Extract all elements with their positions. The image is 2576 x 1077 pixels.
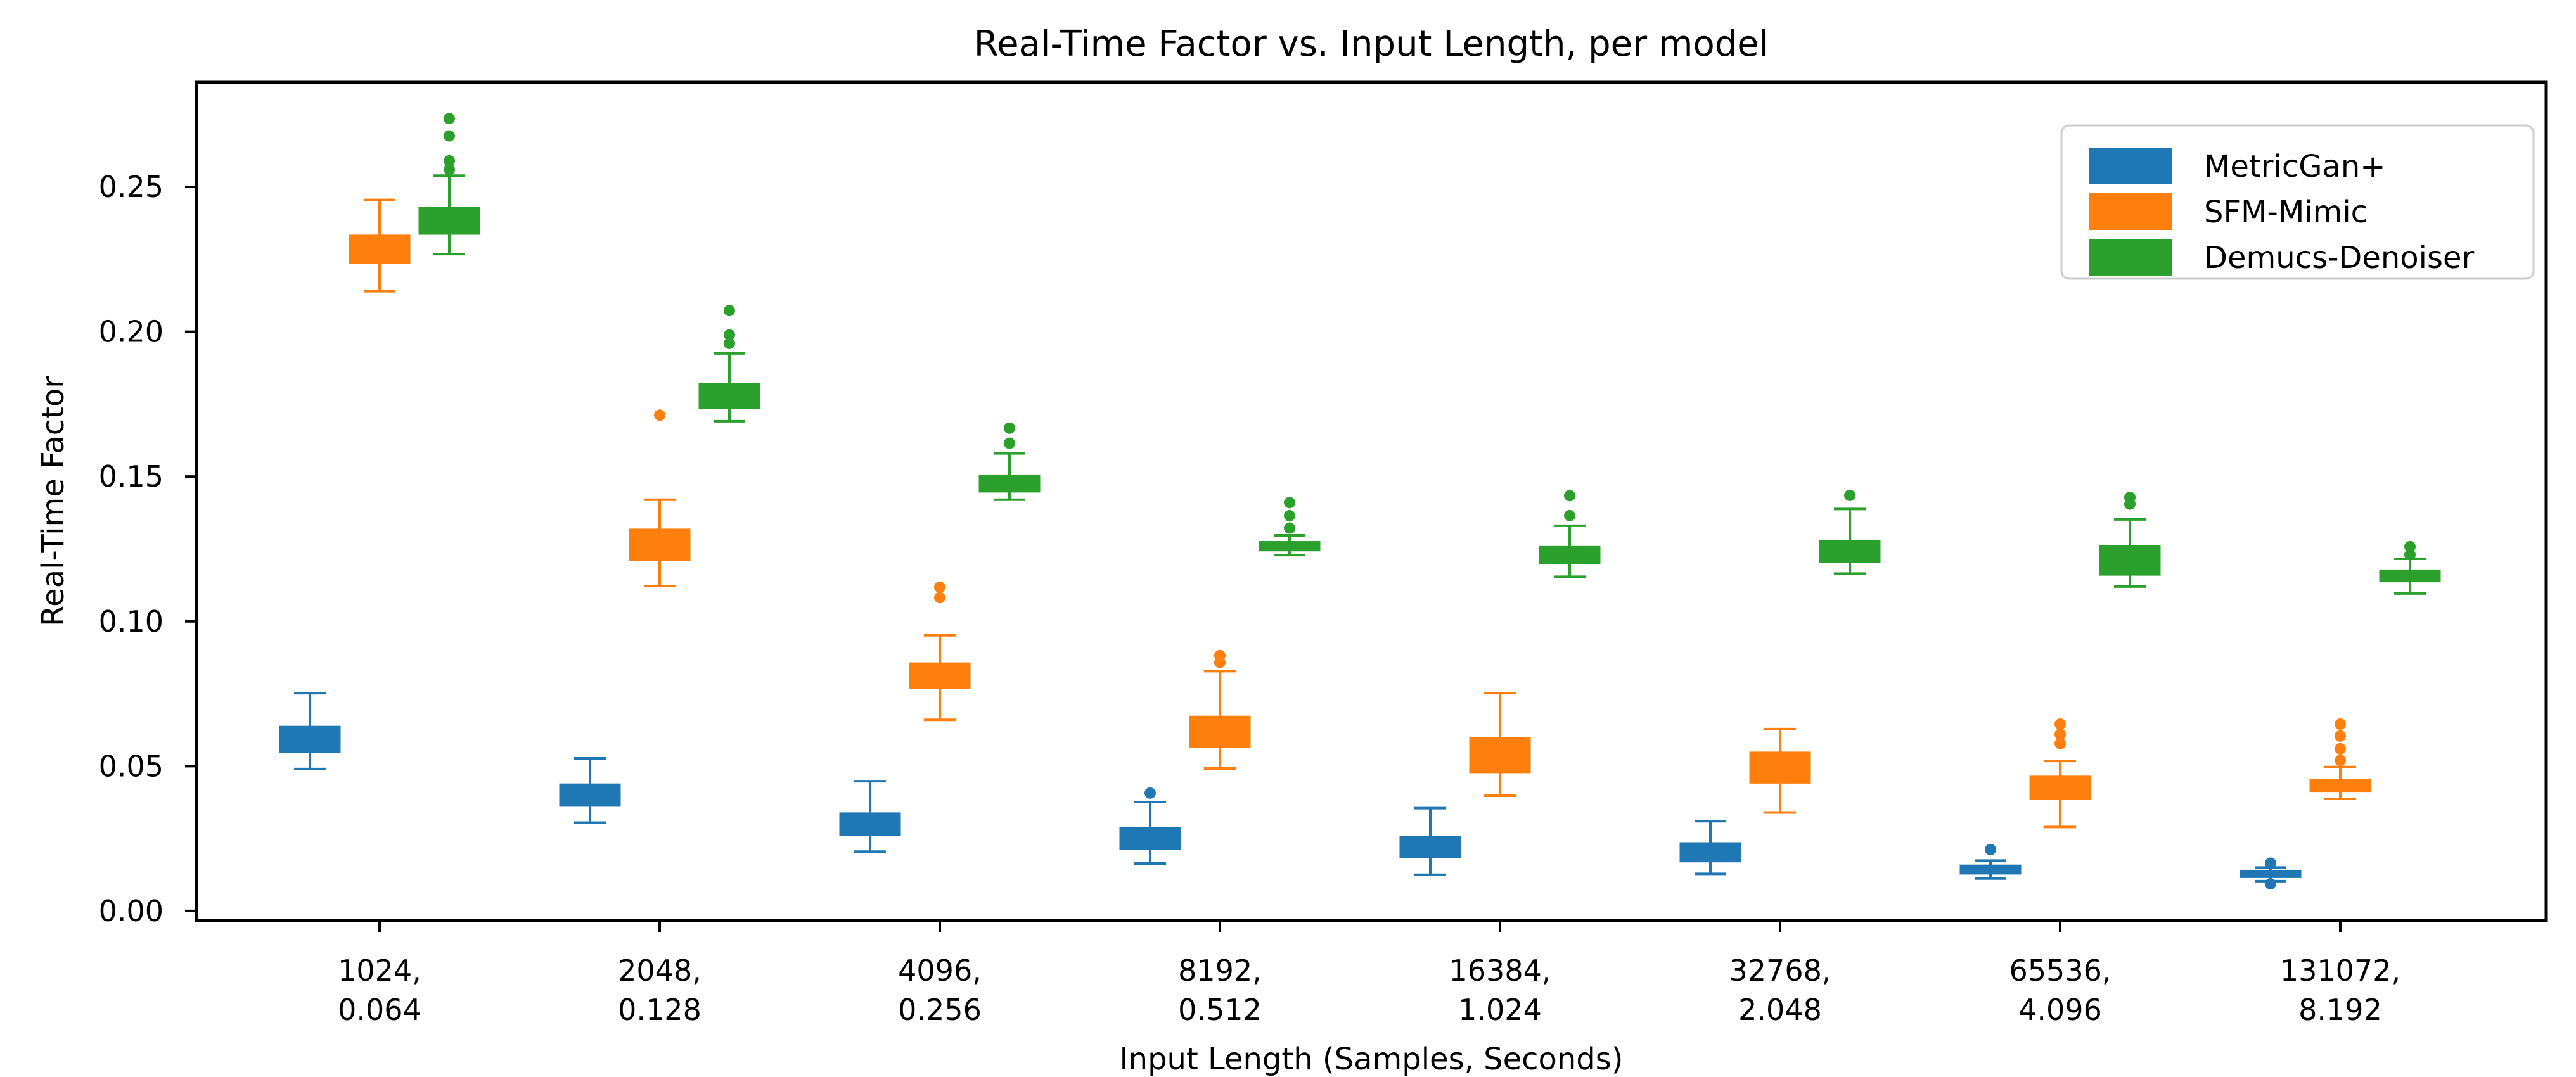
x-tick-label-seconds: 4.096 [2018, 993, 2102, 1027]
flier-dot [1004, 437, 1015, 449]
x-tick-label-seconds: 2.048 [1738, 993, 1822, 1027]
flier-dot [2404, 540, 2416, 552]
x-tick-label-samples: 65536, [2009, 953, 2111, 988]
flier-dot [2054, 737, 2066, 749]
flier-dot [1144, 787, 1156, 799]
flier-dot [444, 113, 455, 125]
flier-dot [1985, 843, 1996, 855]
legend-label-metricgan: MetricGan+ [2204, 149, 2385, 184]
y-tick-label: 0.20 [99, 315, 163, 349]
flier-dot [2335, 730, 2346, 742]
box-metricgan+ [1679, 842, 1741, 863]
x-tick-label-samples: 2048, [618, 953, 702, 988]
x-tick-label-samples: 131072, [2280, 953, 2400, 988]
legend-label-demucs-denoiser: Demucs-Denoiser [2204, 240, 2475, 276]
flier-dot [724, 337, 735, 349]
flier-dot [1564, 490, 1575, 502]
flier-dot [934, 592, 945, 604]
x-tick-label-samples: 8192, [1178, 953, 1262, 988]
flier-dot [1214, 649, 1226, 661]
flier-dot [2404, 549, 2416, 561]
x-tick-label-samples: 32768, [1729, 953, 1831, 988]
flier-dot [1284, 509, 1295, 521]
x-tick-label-seconds: 0.256 [898, 993, 982, 1027]
flier-dot [1284, 522, 1295, 534]
x-tick-label-seconds: 0.128 [618, 993, 702, 1027]
legend-item-demucs-denoiser: Demucs-Denoiser [2089, 239, 2475, 276]
x-tick-label-samples: 4096, [898, 953, 982, 988]
flier-dot [2265, 877, 2276, 889]
y-tick-label: 0.15 [99, 459, 163, 494]
legend-label-sfm-mimic: SFM-Mimic [2204, 194, 2368, 230]
legend-swatch-sfm-mimic [2089, 193, 2172, 230]
chart-title: Real-Time Factor vs. Input Length, per m… [974, 23, 1769, 65]
y-tick-label: 0.00 [99, 894, 163, 928]
x-tick-label-seconds: 0.512 [1178, 993, 1262, 1027]
legend-frame [2060, 124, 2535, 280]
flier-dot [724, 305, 735, 317]
legend-item-sfm-mimic: SFM-Mimic [2089, 193, 2368, 230]
flier-dot [654, 409, 665, 421]
flier-dot [724, 329, 735, 341]
legend-swatch-demucs-denoiser [2089, 239, 2172, 276]
y-tick-label: 0.25 [99, 170, 163, 204]
flier-dot [934, 581, 945, 593]
y-tick-label: 0.05 [99, 749, 163, 783]
flier-dot [2265, 857, 2276, 869]
flier-dot [2124, 492, 2136, 504]
legend-swatch-metricgan [2089, 148, 2172, 184]
flier-dot [444, 130, 455, 142]
x-tick-label-samples: 16384, [1449, 953, 1551, 988]
x-tick-label-samples: 1024, [338, 953, 421, 988]
y-axis-label: Real-Time Factor [35, 376, 71, 627]
flier-dot [1844, 489, 1855, 501]
flier-dot [2335, 742, 2346, 755]
flier-dot [1284, 497, 1295, 509]
x-tick-label-seconds: 0.064 [338, 993, 421, 1027]
y-tick-label: 0.10 [99, 604, 163, 639]
plot-content: 0.00 0.05 0.10 0.15 0.20 0.25 1024, 0.064 2048, 0… [99, 113, 2441, 1027]
box-demucs-denoiser [2099, 544, 2161, 576]
x-axis-label: Input Length (Samples, Seconds) [1120, 1042, 1624, 1077]
flier-dot [1564, 509, 1575, 521]
box-sfm-mimic [2029, 775, 2091, 800]
flier-dot [2335, 718, 2346, 730]
x-tick-label-seconds: 8.192 [2298, 993, 2382, 1027]
legend-item-metricgan: MetricGan+ [2089, 148, 2385, 184]
flier-dot [2335, 755, 2346, 767]
flier-dot [2054, 729, 2066, 741]
x-tick-label-seconds: 1.024 [1458, 993, 1542, 1027]
flier-dot [444, 163, 455, 175]
legend: MetricGan+ SFM-Mimic Demucs-Denoiser [2060, 124, 2535, 280]
flier-dot [444, 155, 455, 167]
flier-dot [1004, 422, 1015, 434]
flier-dot [2054, 718, 2066, 730]
